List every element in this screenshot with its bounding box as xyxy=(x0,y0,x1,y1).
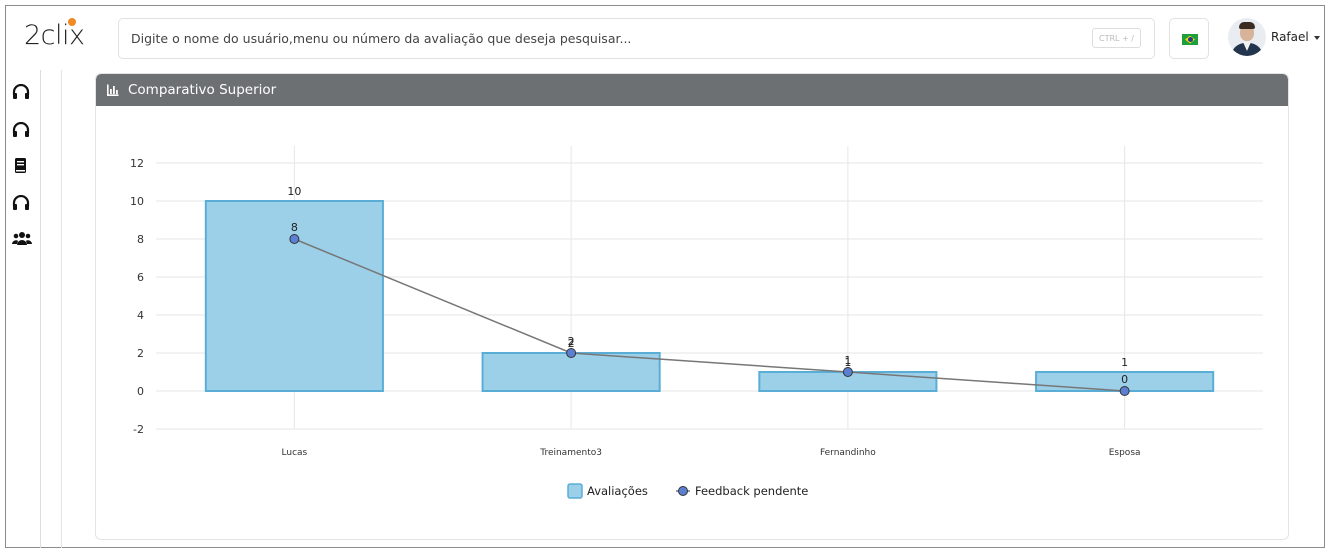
logo[interactable]: 2clix xyxy=(24,18,85,58)
avatar xyxy=(1228,18,1266,56)
bar-chart-icon xyxy=(107,84,119,96)
bar-data-label: 1 xyxy=(1121,356,1128,369)
legend-swatch-point xyxy=(678,486,688,496)
bar-data-label: 10 xyxy=(287,185,301,198)
chart-panel: Comparativo Superior -2 0 2 4 6 8 10 12 10 2 1 1 8 2 1… xyxy=(95,73,1289,540)
sidebar-item-headset-1[interactable] xyxy=(12,84,32,102)
x-tick-label: Esposa xyxy=(1109,448,1141,458)
sidebar-item-headset-2[interactable] xyxy=(12,122,32,140)
y-tick-label: 4 xyxy=(137,309,144,322)
headset-icon xyxy=(12,84,30,99)
legend-label: Feedback pendente xyxy=(695,484,808,498)
sidebar-item-book[interactable] xyxy=(12,158,32,176)
point-data-label: 1 xyxy=(844,354,851,367)
sidebar-item-headset-3[interactable] xyxy=(12,195,32,213)
headset-icon xyxy=(12,122,30,137)
chevron-down-icon xyxy=(1314,36,1320,40)
user-menu[interactable]: Rafael xyxy=(1228,18,1324,60)
legend-swatch-bar xyxy=(567,483,583,499)
y-tick-label: -2 xyxy=(133,423,144,436)
book-icon xyxy=(15,158,26,173)
search-box[interactable]: CTRL + / xyxy=(118,18,1155,59)
point-data-label: 0 xyxy=(1121,373,1128,386)
line-point xyxy=(289,234,300,244)
line-point xyxy=(1119,386,1130,396)
point-data-label: 2 xyxy=(568,335,575,348)
y-tick-label: 12 xyxy=(130,157,144,170)
x-axis: Lucas Treinamento3 Fernandinho Esposa xyxy=(282,448,1141,458)
user-name: Rafael xyxy=(1271,30,1309,44)
bar xyxy=(481,352,661,392)
app-window: 2clix CTRL + / Rafael xyxy=(5,5,1325,548)
bar xyxy=(204,200,384,392)
line-series: 8 2 1 0 xyxy=(289,221,1130,396)
top-bar: 2clix CTRL + / Rafael xyxy=(6,6,1324,70)
line-point xyxy=(566,348,577,358)
panel-title: Comparativo Superior xyxy=(128,82,277,98)
sidebar-divider xyxy=(61,70,62,548)
search-shortcut-hint: CTRL + / xyxy=(1092,28,1141,48)
bar-data-label: 1 xyxy=(844,356,851,369)
y-tick-label: 0 xyxy=(137,385,144,398)
panel-header: Comparativo Superior xyxy=(96,74,1288,106)
y-tick-label: 2 xyxy=(137,347,144,360)
y-tick-label: 10 xyxy=(130,195,144,208)
logo-text: 2clix xyxy=(24,20,85,51)
legend-label: Avaliações xyxy=(587,484,648,498)
x-tick-label: Fernandinho xyxy=(820,448,876,458)
bar-data-label: 2 xyxy=(568,337,575,350)
x-tick-label: Treinamento3 xyxy=(539,448,602,458)
users-icon xyxy=(12,232,32,245)
y-tick-label: 8 xyxy=(137,233,144,246)
x-tick-label: Lucas xyxy=(282,448,308,458)
legend: Avaliações Feedback pendente xyxy=(567,483,808,499)
sidebar xyxy=(6,70,41,548)
search-input[interactable] xyxy=(131,19,1081,58)
sidebar-item-users[interactable] xyxy=(12,231,32,249)
logo-dot xyxy=(68,18,76,26)
headset-icon xyxy=(12,195,30,210)
bar-series: 10 2 1 1 xyxy=(204,185,1215,392)
language-button[interactable] xyxy=(1169,18,1209,59)
brazil-flag-icon xyxy=(1182,34,1198,45)
point-data-label: 8 xyxy=(291,221,298,234)
y-tick-label: 6 xyxy=(137,271,144,284)
line-point xyxy=(842,367,853,377)
series-line xyxy=(294,238,1125,392)
